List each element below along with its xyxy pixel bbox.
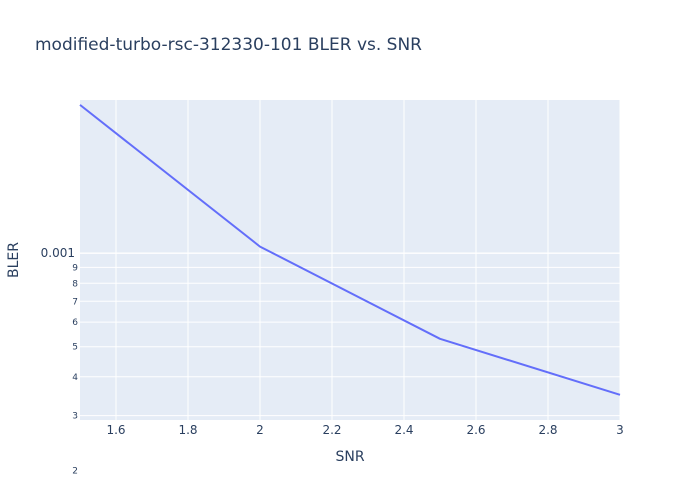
y-tick-label: 2 [72,466,78,476]
x-axis-title: SNR [335,449,364,465]
chart-title: modified-turbo-rsc-312330-101 BLER vs. S… [35,35,422,55]
grid-lines [80,100,621,471]
y-tick-label: 8 [72,279,78,289]
y-tick-label: 5 [72,343,78,353]
series-line [79,104,621,396]
plot-area [80,100,620,420]
x-tick-label: 2.4 [394,423,413,437]
x-tick-label: 2 [256,423,264,437]
x-tick-label: 3 [616,423,624,437]
y-tick-label: 4 [72,373,78,383]
x-tick-label: 1.8 [178,423,197,437]
x-tick-label: 2.6 [466,423,485,437]
x-axis-ticks: 1.6 1.8 2 2.2 2.4 2.6 2.8 3 [106,423,623,437]
x-tick-label: 1.6 [106,423,125,437]
y-tick-label: 3 [72,412,78,422]
y-tick-label: 6 [72,318,78,328]
y-tick-label: 7 [72,297,78,307]
y-tick-label: 9 [72,263,78,273]
x-tick-label: 2.2 [322,423,341,437]
x-tick-label: 2.8 [538,423,557,437]
y-axis-title: BLER [6,242,22,278]
y-axis-ticks: 3 2 0.001 9 8 7 6 5 4 [41,246,79,476]
series-layer [79,104,621,396]
y-tick-label: 0.001 [41,246,75,260]
